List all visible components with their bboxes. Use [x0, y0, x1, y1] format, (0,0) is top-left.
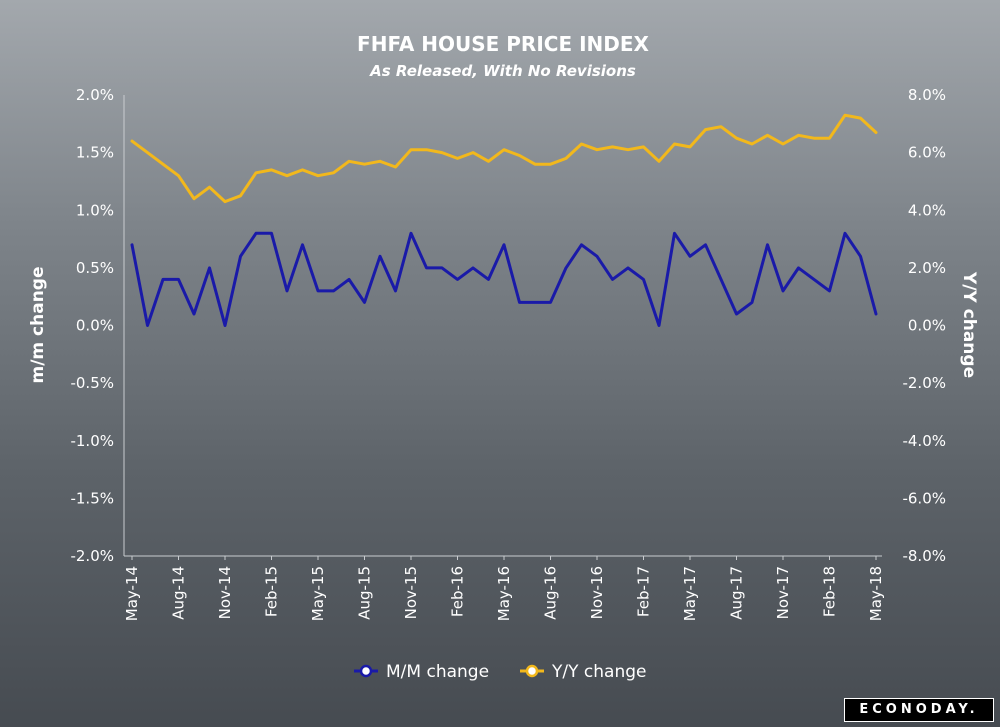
plot-area	[124, 95, 882, 556]
right-tick-label: -4.0%	[902, 432, 946, 450]
x-tick-label: Aug-16	[542, 566, 560, 620]
right-tick-label: -6.0%	[902, 489, 946, 507]
legend: M/M change Y/Y change	[354, 662, 646, 682]
left-axis-label: m/m change	[28, 266, 48, 383]
x-tick-label: Feb-18	[821, 566, 839, 617]
x-tick-label: May-18	[867, 566, 885, 621]
legend-yy-marker	[525, 664, 539, 678]
right-tick-label: 0.0%	[908, 317, 946, 335]
x-tick-label: May-17	[681, 566, 699, 621]
mm-change-line	[130, 231, 878, 327]
left-tick-label: 2.0%	[76, 86, 114, 104]
right-tick-label: 4.0%	[908, 201, 946, 219]
x-tick-label: May-16	[495, 566, 513, 621]
x-tick-label: Nov-16	[588, 566, 606, 619]
right-axis-label: Y/Y change	[959, 271, 979, 378]
left-tick-label: -1.5%	[70, 489, 114, 507]
right-tick-label: 6.0%	[908, 144, 946, 162]
x-tick-label: Aug-15	[356, 566, 374, 620]
right-tick-label: 8.0%	[908, 86, 946, 104]
x-tick-label: May-15	[309, 566, 327, 621]
x-tick-label: Nov-15	[402, 566, 420, 619]
x-tick-label: Feb-15	[263, 566, 281, 617]
right-tick-label: 2.0%	[908, 259, 946, 277]
legend-mm-marker	[359, 664, 373, 678]
x-tick-label: Aug-14	[170, 566, 188, 620]
left-tick-label: -1.0%	[70, 432, 114, 450]
left-tick-label: 0.0%	[76, 317, 114, 335]
right-tick-label: -8.0%	[902, 547, 946, 565]
chart-title: FHFA HOUSE PRICE INDEX	[357, 32, 649, 56]
x-tick-label: Feb-17	[635, 566, 653, 617]
econoday-logo: ECONODAY.	[844, 698, 994, 722]
x-tick-label: Nov-17	[774, 566, 792, 619]
x-tick-label: Aug-17	[728, 566, 746, 620]
legend-item-yy[interactable]: Y/Y change	[520, 662, 646, 682]
x-tick-label: Nov-14	[216, 566, 234, 619]
left-tick-label: -2.0%	[70, 547, 114, 565]
x-tick-label: Feb-16	[449, 566, 467, 617]
right-tick-label: -2.0%	[902, 374, 946, 392]
chart-subtitle: As Released, With No Revisions	[369, 62, 636, 80]
left-tick-label: -0.5%	[70, 374, 114, 392]
left-tick-label: 0.5%	[76, 259, 114, 277]
legend-item-mm[interactable]: M/M change	[354, 662, 489, 682]
x-tick-label: May-14	[123, 566, 141, 621]
yy-change-line	[130, 113, 878, 204]
left-tick-label: 1.5%	[76, 144, 114, 162]
legend-mm-label: M/M change	[386, 662, 489, 682]
legend-yy-label: Y/Y change	[551, 662, 646, 682]
left-tick-label: 1.0%	[76, 201, 114, 219]
